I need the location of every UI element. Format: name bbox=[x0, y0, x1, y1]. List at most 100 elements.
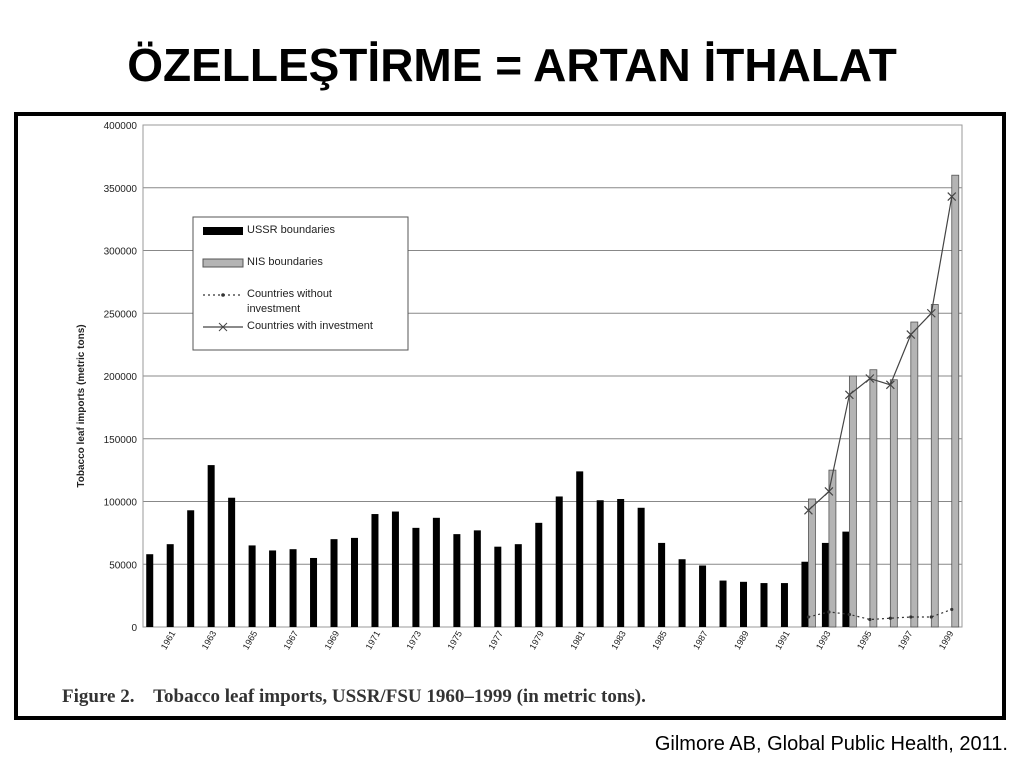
marker bbox=[827, 610, 831, 614]
bar bbox=[207, 465, 215, 627]
x-tick-label: 1985 bbox=[650, 629, 669, 651]
x-tick-label: 1983 bbox=[609, 629, 628, 651]
bar bbox=[760, 583, 768, 627]
x-tick-label: 1965 bbox=[241, 629, 260, 651]
legend-marker bbox=[218, 322, 228, 332]
legend-entry: USSR boundaries bbox=[247, 224, 336, 236]
x-tick-label: 1981 bbox=[568, 629, 587, 651]
y-tick-label: 50000 bbox=[109, 560, 137, 571]
x-tick-label: 1995 bbox=[855, 629, 874, 651]
x-tick-label: 1973 bbox=[404, 629, 423, 651]
y-tick-label: 200000 bbox=[104, 372, 138, 383]
bar bbox=[166, 544, 174, 627]
x-tick-label: 1969 bbox=[323, 629, 342, 651]
slide-title: ÖZELLEŞTİRME = ARTAN İTHALAT bbox=[127, 39, 897, 91]
x-tick-label: 1961 bbox=[159, 629, 178, 651]
marker bbox=[865, 374, 875, 383]
bar bbox=[453, 534, 461, 627]
bar bbox=[910, 321, 919, 628]
bar bbox=[596, 500, 604, 627]
bar bbox=[432, 517, 440, 627]
x-tick-label: 1987 bbox=[691, 629, 710, 651]
bar bbox=[371, 514, 379, 627]
bar bbox=[801, 561, 809, 627]
bar bbox=[699, 565, 707, 627]
y-axis-label: Tobacco leaf imports (metric tons) bbox=[76, 324, 87, 487]
x-tick-label: 1997 bbox=[896, 629, 915, 651]
bar bbox=[869, 369, 878, 628]
bar bbox=[269, 550, 277, 627]
bar bbox=[848, 375, 857, 628]
marker bbox=[906, 330, 916, 340]
legend-label: NIS boundaries bbox=[247, 256, 323, 268]
bar bbox=[719, 580, 727, 627]
x-tick-label: 1979 bbox=[527, 629, 546, 651]
x-tick-label: 1993 bbox=[814, 629, 833, 651]
legend-entry: NIS boundaries bbox=[247, 256, 323, 268]
y-tick-label: 100000 bbox=[104, 498, 138, 509]
bar bbox=[555, 496, 563, 627]
legend-swatch bbox=[203, 227, 243, 235]
legend-swatch bbox=[202, 258, 244, 268]
bar bbox=[740, 581, 748, 627]
legend-label: Countries without investment bbox=[247, 288, 332, 315]
bar bbox=[576, 471, 584, 627]
y-tick-label: 0 bbox=[131, 623, 137, 634]
y-tick-label: 150000 bbox=[104, 435, 138, 446]
bar bbox=[780, 583, 788, 627]
legend-marker bbox=[221, 293, 225, 297]
bar bbox=[412, 527, 420, 627]
bar bbox=[535, 522, 543, 627]
y-tick-label: 250000 bbox=[104, 309, 138, 320]
bar bbox=[828, 469, 837, 628]
bar bbox=[658, 542, 666, 627]
x-tick-label: 1971 bbox=[364, 629, 383, 651]
bar bbox=[473, 530, 481, 627]
marker bbox=[804, 505, 813, 515]
line bbox=[807, 196, 953, 511]
legend-box bbox=[192, 216, 409, 351]
caption: Figure 2. Tobacco leaf imports, USSR/FSU… bbox=[62, 686, 646, 707]
bar bbox=[228, 497, 236, 627]
legend-label: USSR boundaries bbox=[247, 224, 336, 236]
y-tick-label: 350000 bbox=[104, 184, 138, 195]
legend-entry: Countries without investment bbox=[247, 288, 332, 315]
legend-entry: Countries with investment bbox=[247, 320, 373, 332]
bar bbox=[637, 507, 645, 627]
x-tick-label: 1975 bbox=[445, 629, 464, 651]
marker bbox=[909, 615, 913, 619]
marker bbox=[824, 487, 834, 496]
bar bbox=[248, 545, 256, 627]
chart: Tobacco leaf imports (metric tons) Figur… bbox=[62, 121, 963, 707]
bar bbox=[808, 498, 816, 628]
bar bbox=[930, 304, 939, 628]
marker bbox=[885, 380, 895, 390]
marker bbox=[947, 192, 957, 201]
chart-frame: Tobacco leaf imports (metric tons) Figur… bbox=[14, 112, 1006, 720]
bar bbox=[289, 549, 297, 627]
x-tick-label: 1989 bbox=[732, 629, 751, 651]
bar bbox=[494, 546, 502, 627]
bar bbox=[842, 531, 850, 627]
marker bbox=[888, 616, 892, 620]
bar bbox=[821, 542, 829, 627]
bar bbox=[187, 510, 195, 627]
marker bbox=[844, 390, 854, 400]
bar bbox=[951, 174, 960, 628]
bar bbox=[310, 557, 318, 627]
marker bbox=[926, 308, 936, 318]
x-tick-label: 1977 bbox=[486, 629, 505, 651]
marker bbox=[847, 612, 851, 617]
plot-border bbox=[142, 124, 963, 628]
x-tick-label: 1999 bbox=[937, 629, 956, 651]
marker bbox=[929, 615, 933, 619]
x-tick-label: 1991 bbox=[773, 629, 792, 651]
marker bbox=[806, 615, 811, 619]
bar bbox=[330, 539, 338, 627]
source: Gilmore AB, Global Public Health, 2011. bbox=[654, 733, 1008, 755]
x-tick-label: 1967 bbox=[282, 629, 301, 651]
marker bbox=[950, 607, 954, 612]
y-tick-label: 400000 bbox=[104, 121, 138, 132]
bar bbox=[514, 544, 522, 627]
bar bbox=[146, 554, 154, 627]
